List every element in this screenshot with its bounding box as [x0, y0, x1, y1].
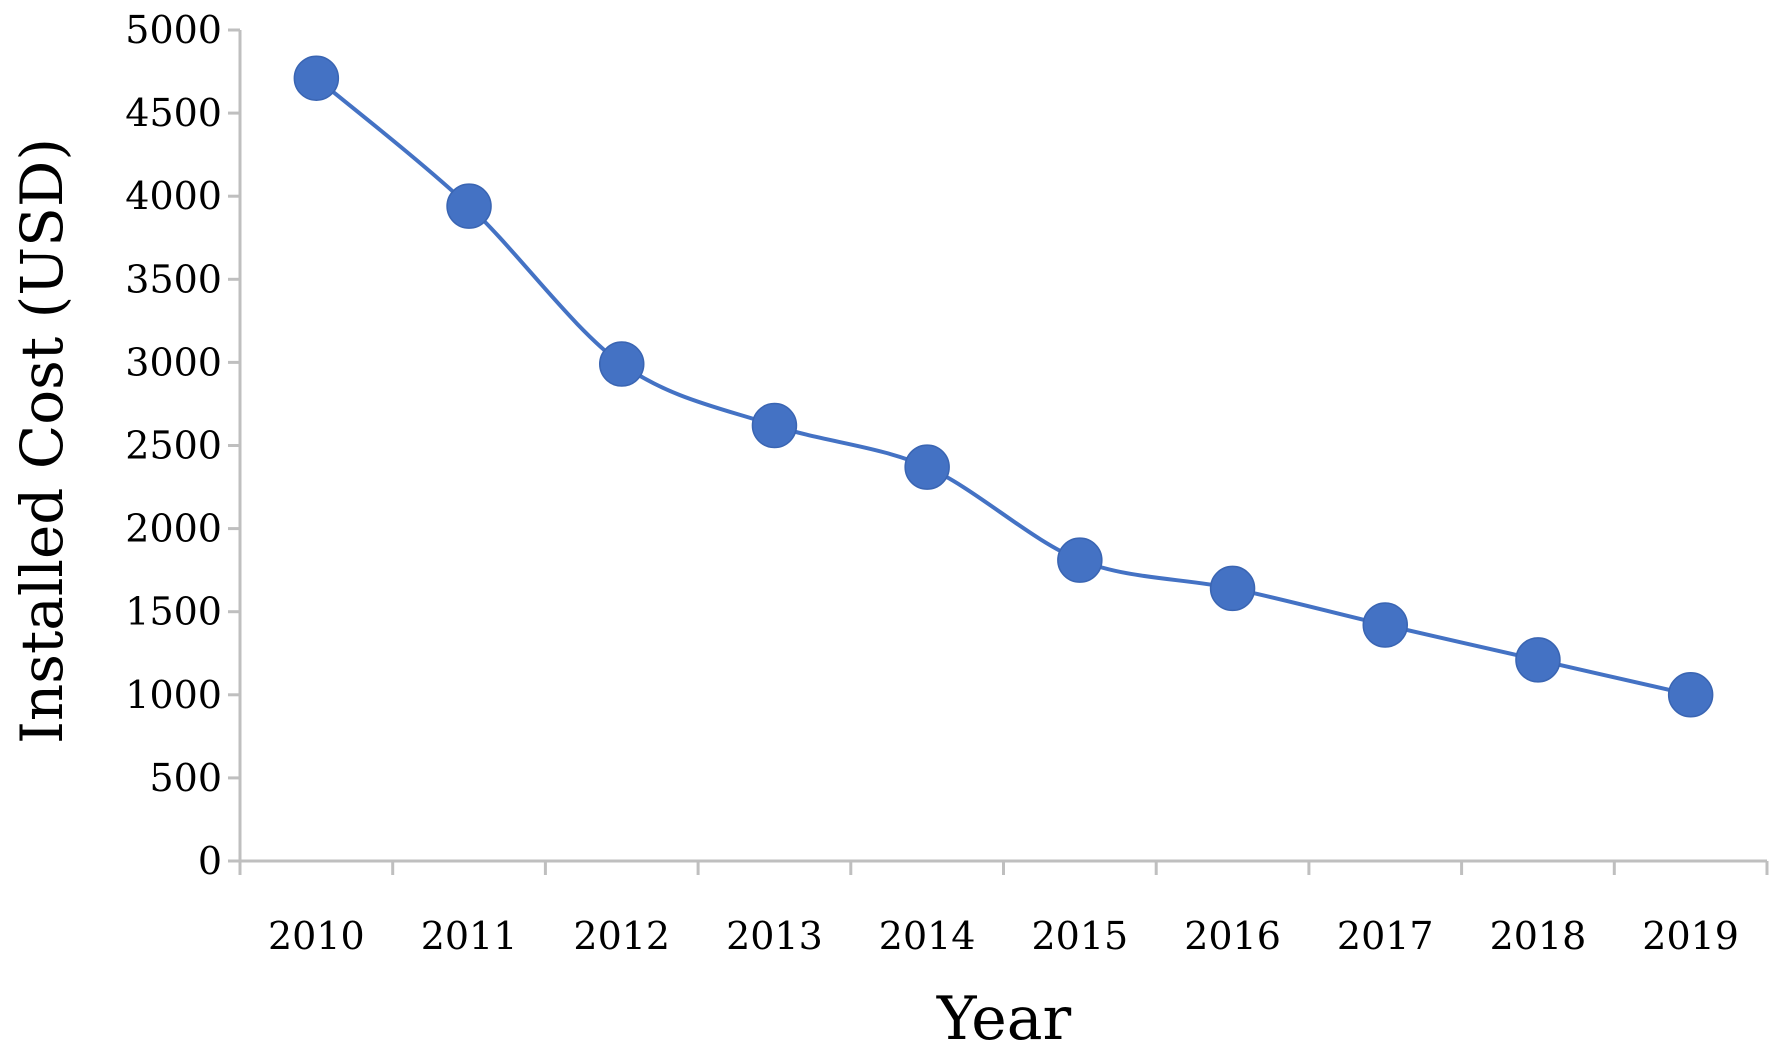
- y-axis-title: Installed Cost (USD): [8, 138, 76, 744]
- data-point-2015: [1057, 537, 1103, 583]
- y-tick-label: 500: [149, 756, 222, 800]
- y-tick-label: 4500: [125, 91, 222, 135]
- x-tick-label: 2013: [726, 914, 823, 958]
- y-tick-label: 1000: [125, 673, 222, 717]
- x-tick-label: 2014: [879, 914, 976, 958]
- series-installed-cost: [293, 55, 1714, 718]
- y-tick-label: 1500: [125, 590, 222, 634]
- x-axis: 2010 2011 2012 2013 2014 2015 2016 2017 2018 2019: [238, 859, 1769, 958]
- data-point-2018: [1515, 637, 1561, 683]
- x-axis-title: Year: [936, 984, 1072, 1054]
- y-tick-label: 4000: [125, 174, 222, 218]
- y-axis: 0 500 1000 1500 2000 2500 3000 3500 4000 4500 5000: [125, 8, 242, 883]
- x-tick-label: 2019: [1642, 914, 1739, 958]
- x-tick-label: 2012: [573, 914, 670, 958]
- x-tick-label: 2015: [1031, 914, 1128, 958]
- x-tick-label: 2017: [1337, 914, 1434, 958]
- x-tick-label: 2010: [268, 914, 365, 958]
- data-point-2010: [293, 55, 340, 101]
- series-line: [315, 76, 1692, 697]
- data-point-2014: [904, 444, 950, 490]
- y-tick-label: 3000: [125, 340, 222, 384]
- y-tick-label: 2000: [125, 507, 222, 551]
- data-point-2017: [1362, 602, 1408, 648]
- y-tick-label: 0: [198, 839, 222, 883]
- y-tick-label: 5000: [125, 8, 222, 52]
- x-tick-label: 2018: [1490, 914, 1587, 958]
- data-point-2016: [1209, 565, 1256, 612]
- y-tick-label: 2500: [125, 424, 222, 468]
- data-point-2012: [599, 341, 645, 387]
- x-tick-label: 2016: [1184, 914, 1281, 958]
- data-point-2013: [751, 402, 798, 449]
- data-point-2019: [1667, 672, 1714, 718]
- y-tick-label: 3500: [125, 257, 222, 301]
- data-point-2011: [446, 183, 492, 229]
- x-tick-label: 2011: [421, 914, 518, 958]
